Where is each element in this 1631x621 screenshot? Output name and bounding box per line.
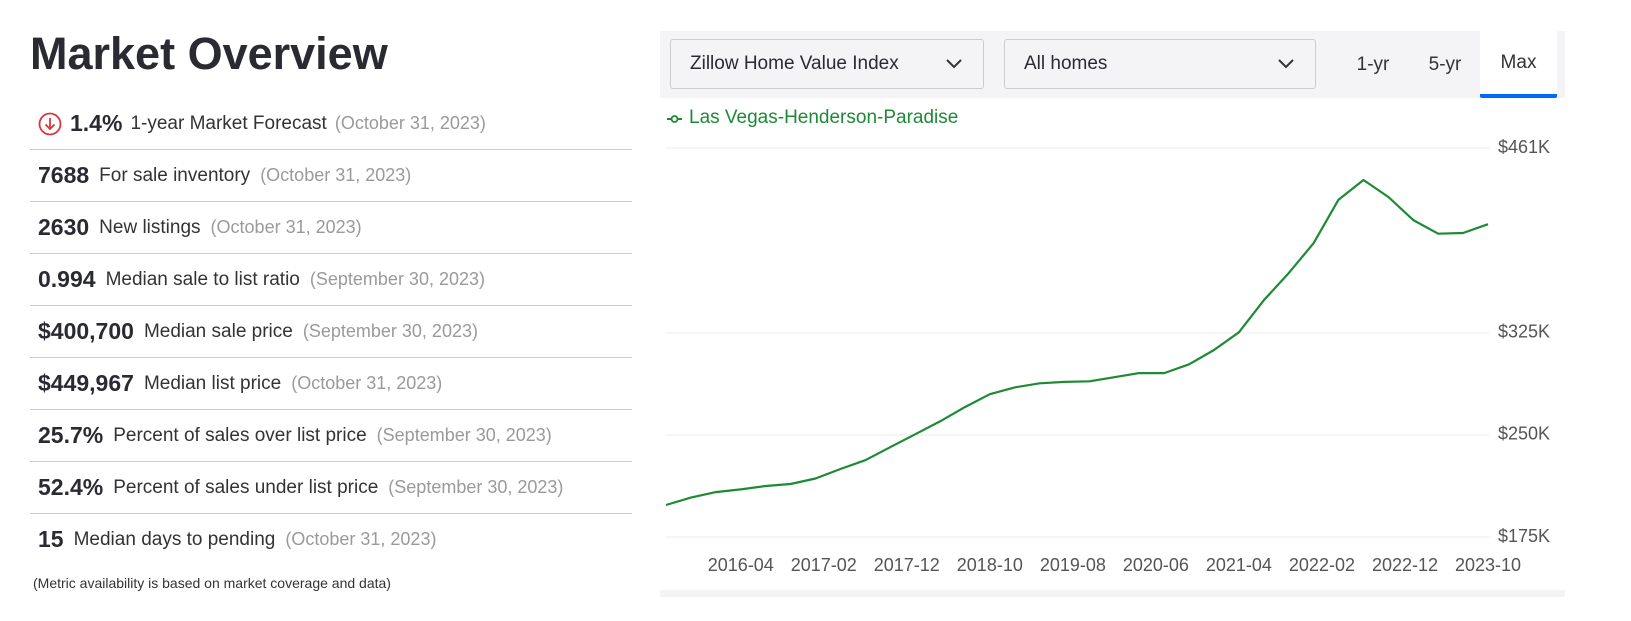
metric-row: 0.994 Median sale to list ratio (September… bbox=[30, 254, 632, 306]
x-tick-label: 2018-10 bbox=[957, 555, 1023, 575]
dropdown[interactable]: All homes bbox=[1004, 39, 1316, 89]
metric-date: (October 31, 2023) bbox=[210, 217, 362, 237]
panel-footer bbox=[660, 590, 1565, 597]
metric-row: $449,967 Median list price (October 31, 20… bbox=[30, 358, 632, 410]
x-tick-label: 2016-04 bbox=[708, 555, 774, 575]
dropdown[interactable]: Zillow Home Value Index bbox=[670, 39, 984, 89]
metric-label: Percent of sales under list price bbox=[113, 476, 379, 498]
metrics-list: 1.4% 1-year Market Forecast (October 31, 2… bbox=[30, 98, 632, 565]
metric-label: Median sale to list ratio bbox=[105, 268, 300, 290]
y-tick-label: $250K bbox=[1498, 424, 1550, 444]
metric-label: Median list price bbox=[143, 372, 282, 394]
x-tick-label: 2019-08 bbox=[1040, 555, 1106, 575]
metric-label: 1-year Market Forecast bbox=[130, 112, 327, 134]
metric-row: 52.4% Percent of sales under list price (S… bbox=[30, 462, 632, 514]
x-tick-label: 2017-02 bbox=[791, 555, 857, 575]
metric-date: (October 31, 2023) bbox=[285, 529, 437, 549]
metric-label: Median sale price bbox=[143, 320, 293, 342]
metric-label: Median days to pending bbox=[73, 528, 276, 550]
range-tab[interactable]: 1-yr bbox=[1356, 53, 1390, 75]
metric-row: $400,700 Median sale price (September 30, … bbox=[30, 306, 632, 358]
metric-row: 1.4% 1-year Market Forecast (October 31, 2… bbox=[30, 98, 632, 150]
metric-value: 0.994 bbox=[38, 266, 96, 292]
series-line bbox=[665, 178, 1489, 507]
range-tab[interactable]: 5-yr bbox=[1428, 53, 1462, 75]
metric-date: (October 31, 2023) bbox=[260, 165, 412, 185]
metric-value: 1.4% bbox=[70, 110, 123, 136]
metric-date: (September 30, 2023) bbox=[376, 425, 552, 445]
x-tick-label: 2017-12 bbox=[874, 555, 940, 575]
page-title: Market Overview bbox=[30, 28, 388, 79]
legend-label: Las Vegas-Henderson-Paradise bbox=[689, 107, 958, 128]
forecast-down-icon bbox=[38, 112, 62, 135]
metric-row: 2630 New listings (October 31, 2023) bbox=[30, 202, 632, 254]
metric-label: For sale inventory bbox=[99, 164, 251, 186]
metric-date: (September 30, 2023) bbox=[302, 321, 478, 341]
metric-value: 15 bbox=[38, 526, 64, 552]
x-tick-label: 2020-06 bbox=[1123, 555, 1189, 575]
metric-value: $400,700 bbox=[38, 318, 134, 344]
metric-date: (October 31, 2023) bbox=[291, 373, 443, 393]
chevron bbox=[946, 59, 962, 69]
metric-row: 25.7% Percent of sales over list price (Se… bbox=[30, 410, 632, 462]
y-tick-label: $325K bbox=[1498, 322, 1550, 342]
range-tab[interactable]: Max bbox=[1480, 31, 1557, 98]
x-tick-label: 2023-10 bbox=[1455, 555, 1521, 575]
x-tick-label: 2022-12 bbox=[1372, 555, 1438, 575]
dropdown-label: All homes bbox=[1024, 53, 1108, 74]
metric-date: (September 30, 2023) bbox=[309, 269, 485, 289]
chart-controls: Zillow Home Value Index All homes 1-yr 5-yr… bbox=[660, 31, 1565, 98]
dropdown-label: Zillow Home Value Index bbox=[690, 53, 899, 74]
y-tick-label: $175K bbox=[1498, 526, 1550, 546]
metric-value: 25.7% bbox=[38, 422, 104, 448]
metric-value: 52.4% bbox=[38, 474, 104, 500]
y-tick-label: $461K bbox=[1498, 137, 1550, 157]
metric-value: $449,967 bbox=[38, 370, 134, 396]
metric-row: 15 Median days to pending (October 31, 202… bbox=[30, 514, 632, 565]
legend-marker-dot bbox=[670, 115, 679, 123]
x-tick-label: 2021-04 bbox=[1206, 555, 1272, 575]
metric-value: 2630 bbox=[38, 214, 90, 240]
metric-label: New listings bbox=[99, 216, 201, 238]
metric-row: 7688 For sale inventory (October 31, 2023) bbox=[30, 150, 632, 202]
x-tick-label: 2022-02 bbox=[1289, 555, 1355, 575]
metric-label: Percent of sales over list price bbox=[113, 424, 367, 446]
footnote: (Metric availability is based on market … bbox=[33, 575, 391, 591]
metric-value: 7688 bbox=[38, 162, 90, 188]
metric-date: (September 30, 2023) bbox=[388, 477, 564, 497]
chevron bbox=[1278, 59, 1294, 69]
metric-date: (October 31, 2023) bbox=[334, 113, 486, 133]
